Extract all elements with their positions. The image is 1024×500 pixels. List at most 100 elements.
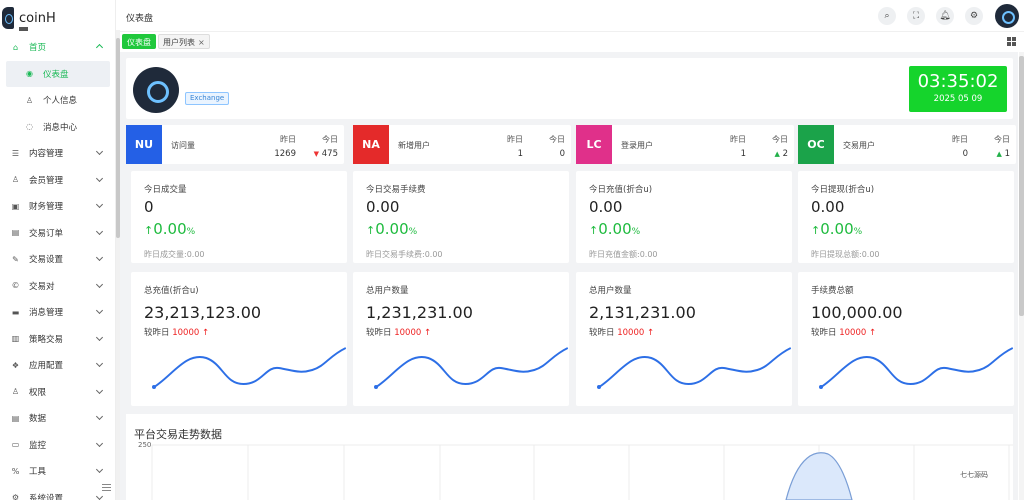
search-icon[interactable]: ⌕: [878, 7, 896, 25]
mail-icon: ▬: [11, 307, 20, 317]
total-card: 总用户数量 1,231,231.00 较昨日 10000 ↑: [353, 272, 569, 406]
sidebar-item-label: 监控: [29, 440, 47, 451]
yesterday-value: 0: [962, 149, 968, 159]
sidebar-item-settings[interactable]: ⚙ 系统设置: [0, 485, 116, 500]
sidebar-item-permission[interactable]: ♙ 权限: [0, 379, 116, 406]
stat-label: 登录用户: [621, 141, 653, 150]
card-footnote: 昨日充值金额:0.00: [589, 250, 658, 259]
sidebar-item-label: 交易对: [29, 281, 55, 292]
stat-yesterday: 昨日 1: [507, 134, 523, 159]
compare-label: 较昨日: [811, 328, 837, 338]
card-title: 手续费总额: [811, 286, 854, 296]
yesterday-label: 昨日: [280, 135, 296, 144]
app-logo[interactable]: coinH: [0, 4, 116, 32]
permission-icon: ♙: [11, 387, 20, 397]
card-value: 0.00: [366, 198, 400, 216]
sidebar-item-label: 策略交易: [29, 334, 64, 345]
sidebar-scrollbar[interactable]: [116, 30, 120, 500]
trend-panel: 平台交易走势数据 250: [126, 414, 1013, 500]
tab-dashboard[interactable]: 仪表盘: [122, 34, 156, 49]
card-footnote: 昨日成交量:0.00: [144, 250, 205, 259]
gear-icon[interactable]: ⚙: [965, 7, 983, 25]
top-bar: 仪表盘 ⌕ ⛶ 🔔︎ ⚙: [120, 0, 1024, 32]
card-value: 1,231,231.00: [366, 303, 473, 322]
stat-yesterday: 昨日 1: [730, 134, 746, 159]
sparkline: [152, 347, 347, 389]
card-title: 总用户数量: [366, 286, 409, 296]
tab-user-list[interactable]: 用户列表 ×: [158, 34, 210, 49]
clock-date: 2025 05 09: [933, 94, 983, 104]
stat-today: 今日 ▼ 475: [314, 134, 338, 159]
total-card: 总充值(折合u) 23,213,123.00 较昨日 10000 ↑: [131, 272, 347, 406]
percent-unit: %: [853, 227, 863, 237]
chevron-down-icon: [95, 200, 104, 209]
sidebar: coinH ⌂ 首页 ◉ 仪表盘 ♙ 个人信息 ◌ 消息中心 ☰ 内容管理 ♙ 会员管理 ▣ 财务管理 ▤ 交…: [0, 0, 116, 500]
today-value-row: ▲ 1: [994, 149, 1010, 159]
sidebar-item-label: 仪表盘: [43, 69, 69, 80]
profile-panel: Exchange 03:35:02 2025 05 09: [126, 58, 1013, 119]
sidebar-item-strategy[interactable]: ▥ 策略交易: [0, 326, 116, 353]
app-name: coinH: [19, 10, 56, 26]
compare-value: 10000: [617, 328, 645, 338]
sidebar-item-label: 应用配置: [29, 361, 64, 372]
today-card: 今日成交量 0 ↑0.00% 昨日成交量:0.00: [131, 171, 347, 263]
chevron-down-icon: [95, 253, 104, 262]
order-icon: ▤: [11, 228, 20, 238]
clock-time: 03:35:02: [917, 71, 999, 92]
page-scrollbar[interactable]: [1019, 52, 1024, 500]
sidebar-item-home[interactable]: ⌂ 首页: [0, 34, 116, 61]
compare-label: 较昨日: [589, 328, 615, 338]
sidebar-item-order[interactable]: ▤ 交易订单: [0, 220, 116, 247]
card-title: 今日充值(折合u): [589, 185, 653, 195]
up-arrow-icon: ↑: [144, 224, 154, 237]
dashboard-icon: ◉: [26, 69, 33, 79]
today-value: 1: [1004, 149, 1010, 159]
grid-icon[interactable]: [1007, 37, 1016, 46]
stat-today: 今日 0: [549, 134, 565, 159]
card-title: 今日提现(折合u): [811, 185, 875, 195]
sidebar-item-content[interactable]: ☰ 内容管理: [0, 140, 116, 167]
data-icon: ▤: [11, 413, 20, 423]
sidebar-item-user[interactable]: ♙ 个人信息: [0, 87, 116, 114]
sidebar-item-wrench[interactable]: ✎ 交易设置: [0, 246, 116, 273]
close-icon[interactable]: ×: [198, 38, 205, 47]
chevron-down-icon: [95, 492, 104, 500]
today-value: 2: [782, 149, 788, 159]
today-card: 今日交易手续费 0.00 ↑0.00% 昨日交易手续费:0.00: [353, 171, 569, 263]
sidebar-item-label: 个人信息: [43, 96, 78, 107]
today-label: 今日: [549, 135, 565, 144]
sidebar-item-monitor[interactable]: ▭ 监控: [0, 432, 116, 459]
sidebar-item-member[interactable]: ♙ 会员管理: [0, 167, 116, 194]
trend-chart: [151, 444, 1013, 500]
card-percent: ↑0.00%: [144, 220, 195, 238]
sidebar-item-tool[interactable]: % 工具: [0, 458, 116, 485]
sidebar-item-data[interactable]: ▤ 数据: [0, 405, 116, 432]
sidebar-item-dashboard[interactable]: ◉ 仪表盘: [6, 60, 110, 87]
up-arrow-icon: ↑: [811, 224, 821, 237]
sidebar-item-label: 交易订单: [29, 228, 64, 239]
stat-today: 今日 ▲ 2: [772, 134, 788, 159]
sidebar-item-label: 财务管理: [29, 202, 64, 213]
avatar[interactable]: [995, 4, 1019, 28]
percent-value: 0.00: [820, 220, 854, 238]
chevron-down-icon: [95, 386, 104, 394]
sidebar-item-pair[interactable]: © 交易对: [0, 273, 116, 300]
card-compare: 较昨日 10000 ↑: [144, 326, 209, 338]
sidebar-item-app-config[interactable]: ❖ 应用配置: [0, 352, 116, 379]
today-value: 475: [321, 149, 338, 159]
sidebar-item-message[interactable]: ◌ 消息中心: [0, 114, 116, 141]
sidebar-item-finance[interactable]: ▣ 财务管理: [0, 193, 116, 220]
sidebar-item-mail[interactable]: ▬ 消息管理: [0, 299, 116, 326]
card-value: 2,131,231.00: [589, 303, 696, 322]
tab-label: 用户列表: [163, 38, 195, 47]
collapse-sidebar-icon[interactable]: [102, 484, 111, 491]
sparkline: [374, 347, 569, 389]
fullscreen-icon[interactable]: ⛶: [907, 7, 925, 25]
strategy-icon: ▥: [11, 334, 20, 344]
percent-value: 0.00: [598, 220, 632, 238]
today-label: 今日: [994, 135, 1010, 144]
bell-icon[interactable]: 🔔︎: [936, 7, 954, 25]
yesterday-value: 1: [517, 149, 523, 159]
sidebar-item-label: 会员管理: [29, 175, 64, 186]
up-arrow-icon: ↑: [868, 328, 877, 338]
